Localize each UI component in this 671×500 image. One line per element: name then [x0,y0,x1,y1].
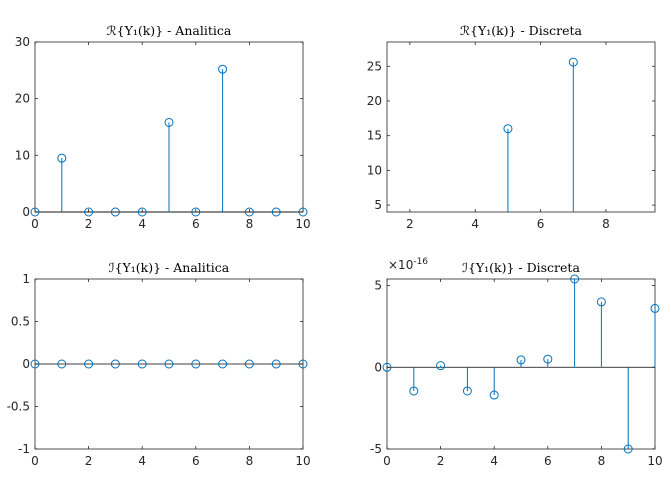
stem-marker [271,207,281,217]
x-tick-label: 10 [295,454,310,468]
stem-marker [568,57,578,67]
x-tick-label: 6 [537,217,545,231]
stem-marker [218,359,228,369]
stem-marker [623,444,633,454]
stem-marker [191,207,201,217]
y-tick-label: 30 [15,35,30,49]
y-tick-label: 10 [367,163,382,177]
x-tick-label: 8 [246,217,254,231]
y-tick-label: 0 [374,360,382,374]
stem-marker [382,362,392,372]
stem-marker [137,359,147,369]
y-tick-label: 15 [367,129,382,143]
y-tick-label: 5 [374,198,382,212]
x-tick-label: 6 [192,217,200,231]
x-tick-label: 0 [31,454,39,468]
y-tick-label: -5 [370,442,382,456]
x-tick-label: 4 [138,217,146,231]
stem-marker [84,359,94,369]
stem-marker [30,207,40,217]
subplot-title: ℛ{Y₁(k)} - Discreta [460,23,582,38]
y-tick-label: 5 [374,279,382,293]
x-tick-label: 10 [647,454,662,468]
stem-marker [650,303,660,313]
stem-marker [271,359,281,369]
y-tick-label: 1 [22,272,30,286]
y-tick-label: -0.5 [7,400,30,414]
subplot-title: ℐ{Y₁(k)} - Discreta [462,260,580,275]
y-tick-label: 25 [367,59,382,73]
x-tick-label: 4 [490,454,498,468]
stem-marker [570,274,580,284]
x-tick-label: 8 [598,454,606,468]
stem-marker [596,297,606,307]
stem-marker [110,207,120,217]
x-tick-label: 8 [246,454,254,468]
y-tick-label: -1 [18,442,30,456]
stem-marker [543,354,553,364]
stem-marker [164,117,174,127]
axes-box [386,41,656,213]
stem-marker [244,207,254,217]
subplot-title: ℛ{Y₁(k)} - Analitica [107,23,232,38]
stem-marker [516,355,526,365]
x-tick-label: 6 [544,454,552,468]
stem-marker [218,64,228,74]
x-tick-label: 8 [602,217,610,231]
y-tick-label: 10 [15,148,30,162]
subplot-2: ℛ{Y₁(k)} - Discreta 2 4 6 8 5 10 15 20 25 [367,23,656,231]
y-tick-label: 20 [15,92,30,106]
stem-marker [503,124,513,134]
stem-marker [84,207,94,217]
stem-marker [462,386,472,396]
subplot-title: ℐ{Y₁(k)} - Analitica [109,260,230,275]
x-tick-label: 4 [471,217,479,231]
y-exponent-base: ×10 [388,258,413,272]
y-tick-label: 0 [22,357,30,371]
y-exponent-label: ×10-16 [388,257,428,272]
x-tick-label: 2 [406,217,414,231]
y-exponent-power: -16 [413,257,428,267]
stem-marker [436,361,446,371]
y-tick-label: 0 [22,205,30,219]
x-tick-label: 10 [295,217,310,231]
x-tick-label: 2 [437,454,445,468]
x-tick-label: 4 [138,454,146,468]
stem-marker [191,359,201,369]
x-tick-label: 2 [85,217,93,231]
stem-marker [137,207,147,217]
subplot-1: ℛ{Y₁(k)} - Analitica 0 2 4 6 8 10 0 10 20 30 [15,23,311,231]
stem-marker [298,359,308,369]
x-tick-label: 0 [383,454,391,468]
stem-marker [298,207,308,217]
x-tick-label: 6 [192,454,200,468]
y-tick-label: 0.5 [11,315,30,329]
stem-marker [489,390,499,400]
subplot-3: ℐ{Y₁(k)} - Analitica 0 2 4 6 8 10 -1 -0.5 0 0.5 1 [7,260,311,468]
y-tick-label: 20 [367,94,382,108]
x-tick-label: 2 [85,454,93,468]
stem-marker [244,359,254,369]
x-tick-label: 0 [31,217,39,231]
stem-marker [57,153,67,163]
stem-marker [409,386,419,396]
stem-marker [30,359,40,369]
stem-marker [164,359,174,369]
stem-marker [57,359,67,369]
stem-marker [110,359,120,369]
